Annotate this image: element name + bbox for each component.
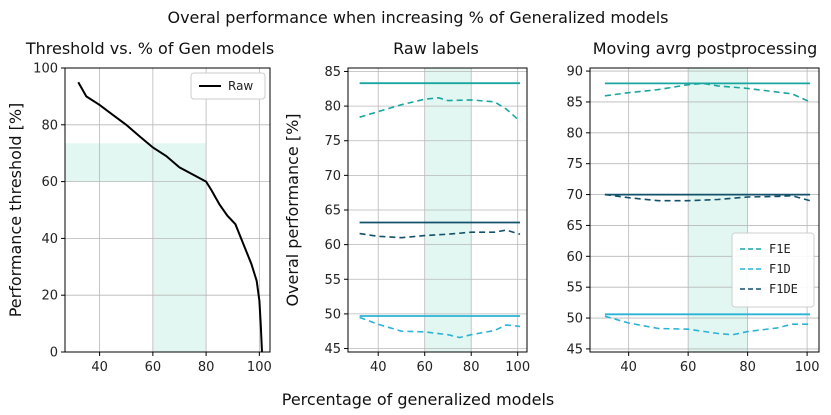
y-tick-label: 75 [324, 134, 341, 149]
series-line-f1d [604, 315, 811, 336]
highlight-band [688, 68, 748, 352]
y-tick-label: 80 [41, 118, 58, 133]
plot-frame [589, 67, 820, 353]
y-tick-label: 85 [566, 95, 583, 110]
series-line-f1de [604, 193, 811, 202]
legend: F1E F1D F1DE [731, 232, 815, 308]
moving-average-panel: Moving avrg postprocessing 40 60 80 100 45 50… [566, 39, 819, 375]
x-tick-label: 80 [739, 360, 756, 375]
x-tick-label: 60 [680, 360, 697, 375]
y-tick-label: 55 [324, 273, 341, 288]
y-tick-label: 65 [566, 219, 583, 234]
legend-box [190, 72, 266, 100]
x-tick-label: 80 [463, 360, 480, 375]
series-line-f1de [359, 229, 521, 239]
series-line-f1d [359, 316, 521, 339]
threshold-panel-title: Threshold vs. % of Gen models [25, 39, 274, 58]
y-tick-label: 60 [41, 175, 58, 190]
y-tick-label: 70 [324, 169, 341, 184]
y-tick-label: 0 [50, 346, 58, 361]
y-tick-label: 20 [41, 289, 58, 304]
y-tick-label: 50 [566, 312, 583, 327]
raw-labels-panel: Raw labels Overal performance [%] 40 60 80… [283, 39, 530, 375]
threshold-panel-ylabel: Performance threshold [%] [6, 103, 25, 318]
series-line-f1e [359, 96, 521, 122]
y-tick-label: 60 [566, 250, 583, 265]
series-line-raw [77, 81, 263, 353]
legend-entry-label: F1D [769, 262, 791, 276]
legend-entry-label: F1E [769, 242, 791, 256]
y-tick-label: 45 [566, 342, 583, 357]
y-tick-label: 70 [566, 188, 583, 203]
plot-frame [64, 67, 271, 353]
x-tick-label: 40 [91, 360, 108, 375]
x-tick-label: 100 [247, 360, 272, 375]
x-tick-label: 40 [370, 360, 387, 375]
raw-labels-panel-ylabel: Overal performance [%] [283, 113, 302, 306]
y-tick-label: 65 [324, 204, 341, 219]
x-tick-label: 100 [795, 360, 820, 375]
y-tick-label: 60 [324, 238, 341, 253]
legend-entry-label: Raw [228, 79, 253, 93]
x-tick-label: 40 [620, 360, 637, 375]
y-tick-label: 80 [324, 100, 341, 115]
threshold-panel: Threshold vs. % of Gen models Performanc… [6, 39, 274, 375]
y-tick-label: 90 [566, 65, 583, 80]
legend-entry-label: F1DE [769, 282, 798, 296]
x-tick-label: 80 [198, 360, 215, 375]
y-tick-label: 50 [324, 307, 341, 322]
y-tick-label: 75 [566, 157, 583, 172]
y-tick-label: 45 [324, 342, 341, 357]
highlight-band [152, 143, 207, 352]
x-tick-label: 60 [145, 360, 162, 375]
shared-x-axis-label: Percentage of generalized models [282, 390, 555, 409]
y-tick-label: 55 [566, 281, 583, 296]
highlight-band-horizontal [65, 143, 153, 182]
y-tick-label: 85 [324, 65, 341, 80]
x-tick-label: 60 [416, 360, 433, 375]
y-tick-label: 80 [566, 126, 583, 141]
figure-suptitle: Overal performance when increasing % of … [167, 8, 668, 27]
series-line-f1e [604, 82, 811, 103]
legend: Raw [190, 72, 266, 100]
raw-labels-panel-title: Raw labels [393, 39, 479, 58]
y-tick-label: 40 [41, 232, 58, 247]
moving-average-panel-title: Moving avrg postprocessing [593, 39, 817, 58]
y-tick-label: 100 [33, 62, 58, 77]
x-tick-label: 100 [505, 360, 530, 375]
